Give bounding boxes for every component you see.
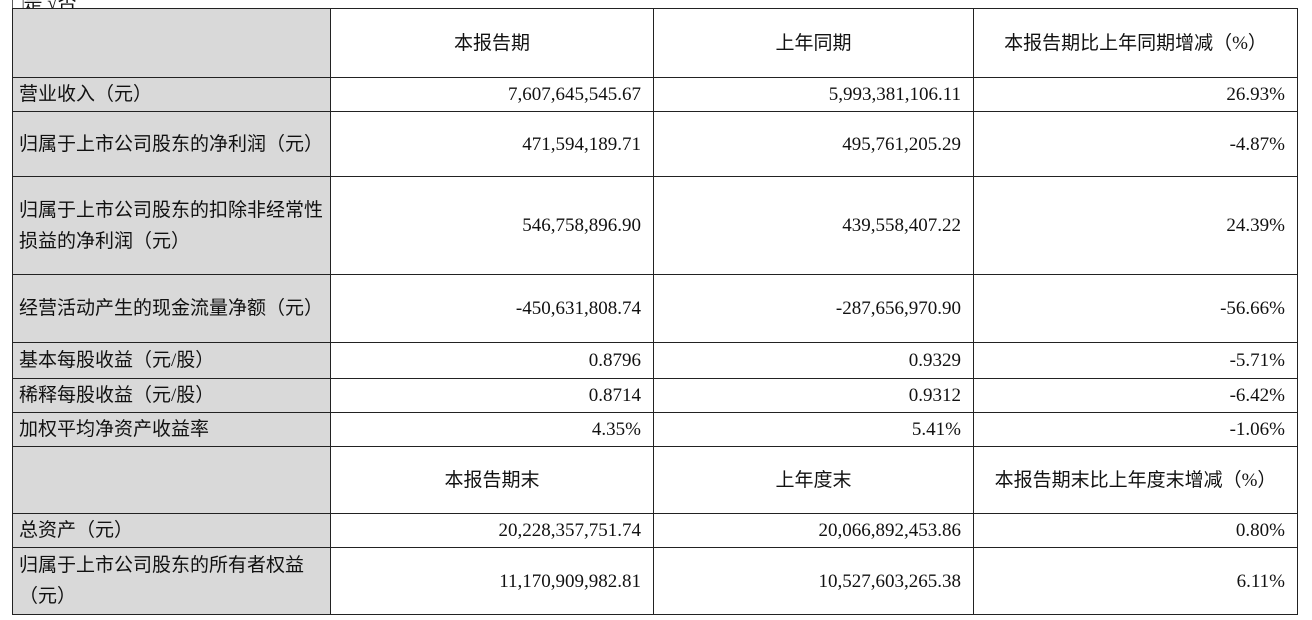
value-cell: 11,170,909,982.81 xyxy=(330,547,654,615)
header-blank xyxy=(12,8,331,78)
value-cell: 20,066,892,453.86 xyxy=(653,513,974,548)
data-row: 稀释每股收益（元/股） 0.8714 0.9312 -6.42% xyxy=(12,378,1298,413)
value-cell: -287,656,970.90 xyxy=(653,274,974,343)
header-cell: 本报告期末 xyxy=(330,446,654,514)
value-cell: 0.9312 xyxy=(653,378,974,413)
row-label: 归属于上市公司股东的扣除非经常性损益的净利润（元） xyxy=(12,176,331,275)
header-cell: 本报告期末比上年度末增减（%） xyxy=(973,446,1298,514)
value-cell: -1.06% xyxy=(973,412,1298,447)
value-cell: 5,993,381,106.11 xyxy=(653,77,974,112)
row-label: 营业收入（元） xyxy=(12,77,331,112)
value-cell: -5.71% xyxy=(973,342,1298,379)
value-cell: -6.42% xyxy=(973,378,1298,413)
data-row: 总资产（元） 20,228,357,751.74 20,066,892,453.86… xyxy=(12,513,1298,548)
value-cell: 6.11% xyxy=(973,547,1298,615)
value-cell: 495,761,205.29 xyxy=(653,111,974,177)
data-row: 归属于上市公司股东的扣除非经常性损益的净利润（元） 546,758,896.90 4… xyxy=(12,176,1298,275)
row-label: 总资产（元） xyxy=(12,513,331,548)
value-cell: -450,631,808.74 xyxy=(330,274,654,343)
header-cell: 本报告期比上年同期增减（%） xyxy=(973,8,1298,78)
value-cell: 7,607,645,545.67 xyxy=(330,77,654,112)
header-blank xyxy=(12,446,331,514)
data-row: 营业收入（元） 7,607,645,545.67 5,993,381,106.11 2… xyxy=(12,77,1298,112)
value-cell: 5.41% xyxy=(653,412,974,447)
header-cell: 上年度末 xyxy=(653,446,974,514)
data-row: 加权平均净资产收益率 4.35% 5.41% -1.06% xyxy=(12,412,1298,447)
row-label: 归属于上市公司股东的净利润（元） xyxy=(12,111,331,177)
value-cell: 471,594,189.71 xyxy=(330,111,654,177)
value-cell: 20,228,357,751.74 xyxy=(330,513,654,548)
data-row: 归属于上市公司股东的净利润（元） 471,594,189.71 495,761,20… xyxy=(12,111,1298,177)
financial-table: 本报告期 上年同期 本报告期比上年同期增减（%） 营业收入（元） 7,607,645,5… xyxy=(12,8,1298,615)
row-label: 基本每股收益（元/股） xyxy=(12,342,331,379)
row-label: 加权平均净资产收益率 xyxy=(12,412,331,447)
value-cell: 4.35% xyxy=(330,412,654,447)
data-row: 归属于上市公司股东的所有者权益（元） 11,170,909,982.81 10,52… xyxy=(12,547,1298,615)
header-cell: 本报告期 xyxy=(330,8,654,78)
value-cell: 26.93% xyxy=(973,77,1298,112)
value-cell: 24.39% xyxy=(973,176,1298,275)
header-row: 本报告期末 上年度末 本报告期末比上年度末增减（%） xyxy=(12,446,1298,514)
value-cell: 546,758,896.90 xyxy=(330,176,654,275)
value-cell: 0.80% xyxy=(973,513,1298,548)
value-cell: 0.9329 xyxy=(653,342,974,379)
value-cell: 0.8714 xyxy=(330,378,654,413)
value-cell: -56.66% xyxy=(973,274,1298,343)
header-row: 本报告期 上年同期 本报告期比上年同期增减（%） xyxy=(12,8,1298,78)
value-cell: 439,558,407.22 xyxy=(653,176,974,275)
data-row: 基本每股收益（元/股） 0.8796 0.9329 -5.71% xyxy=(12,342,1298,379)
value-cell: 10,527,603,265.38 xyxy=(653,547,974,615)
row-label: 经营活动产生的现金流量净额（元） xyxy=(12,274,331,343)
header-cell: 上年同期 xyxy=(653,8,974,78)
value-cell: 0.8796 xyxy=(330,342,654,379)
value-cell: -4.87% xyxy=(973,111,1298,177)
row-label: 归属于上市公司股东的所有者权益（元） xyxy=(12,547,331,615)
data-row: 经营活动产生的现金流量净额（元） -450,631,808.74 -287,656,… xyxy=(12,274,1298,343)
row-label: 稀释每股收益（元/股） xyxy=(12,378,331,413)
